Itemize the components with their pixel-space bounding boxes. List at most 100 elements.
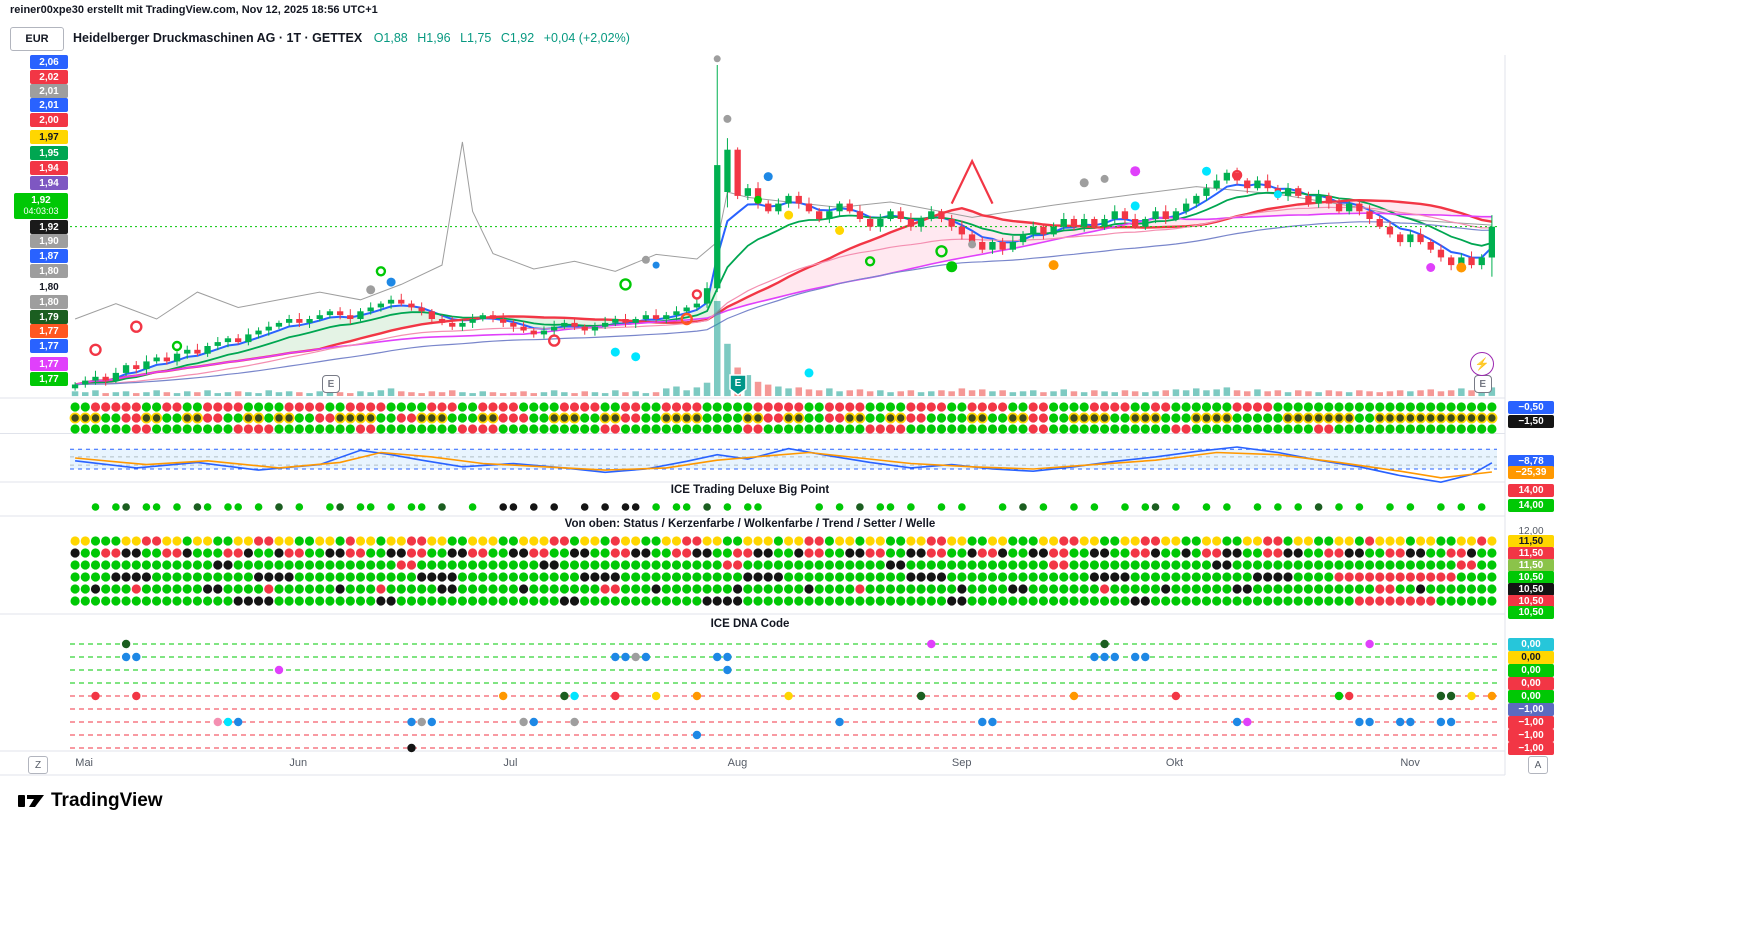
- candle[interactable]: [1315, 195, 1322, 204]
- candle[interactable]: [907, 219, 915, 227]
- candle[interactable]: [1356, 203, 1363, 212]
- candle[interactable]: [775, 203, 782, 212]
- candle[interactable]: [387, 299, 395, 304]
- candle[interactable]: [1458, 257, 1465, 266]
- candle[interactable]: [938, 211, 945, 219]
- candle[interactable]: [194, 349, 201, 354]
- candle[interactable]: [520, 326, 527, 331]
- candle[interactable]: [663, 315, 670, 319]
- candle[interactable]: [204, 346, 211, 354]
- candle[interactable]: [602, 322, 609, 327]
- candle[interactable]: [163, 357, 170, 362]
- candle[interactable]: [999, 242, 1006, 250]
- candle[interactable]: [1060, 219, 1067, 227]
- candle[interactable]: [1111, 211, 1118, 219]
- candle[interactable]: [612, 319, 619, 323]
- candle[interactable]: [540, 330, 548, 335]
- candle[interactable]: [693, 303, 700, 308]
- candle[interactable]: [326, 311, 334, 316]
- candle[interactable]: [173, 353, 181, 362]
- candle[interactable]: [887, 211, 894, 219]
- candle[interactable]: [1386, 226, 1394, 235]
- candle[interactable]: [1213, 180, 1220, 189]
- candle[interactable]: [296, 319, 303, 323]
- candle[interactable]: [469, 319, 476, 323]
- candle[interactable]: [642, 315, 649, 319]
- candle[interactable]: [1295, 188, 1302, 196]
- candle[interactable]: [316, 315, 323, 319]
- candle[interactable]: [591, 326, 599, 331]
- candle[interactable]: [683, 307, 690, 312]
- axis-settings-button[interactable]: A: [1528, 756, 1548, 774]
- candle[interactable]: [795, 195, 802, 204]
- candle[interactable]: [1203, 188, 1210, 196]
- candle[interactable]: [652, 315, 660, 319]
- timezone-button[interactable]: Z: [28, 756, 48, 774]
- candle[interactable]: [816, 211, 823, 219]
- candle[interactable]: [428, 311, 435, 319]
- candle[interactable]: [1376, 219, 1383, 227]
- candle[interactable]: [1366, 211, 1373, 219]
- candle[interactable]: [877, 219, 884, 227]
- candle[interactable]: [459, 322, 466, 327]
- candle[interactable]: [1325, 195, 1332, 204]
- candle[interactable]: [1448, 257, 1455, 266]
- symbol-title[interactable]: Heidelberger Druckmaschinen AG · 1T · GE…: [73, 31, 363, 45]
- candle[interactable]: [1183, 203, 1190, 212]
- candle[interactable]: [377, 303, 384, 308]
- candle[interactable]: [1478, 257, 1485, 266]
- candle[interactable]: [948, 219, 955, 227]
- candle[interactable]: [530, 330, 537, 335]
- candle[interactable]: [112, 372, 119, 381]
- candle[interactable]: [1397, 234, 1404, 243]
- candle[interactable]: [184, 349, 191, 354]
- candle[interactable]: [1437, 249, 1445, 258]
- candle[interactable]: [958, 226, 965, 235]
- candle[interactable]: [1264, 180, 1271, 189]
- candle[interactable]: [275, 322, 283, 327]
- candle[interactable]: [1254, 180, 1261, 189]
- candle[interactable]: [224, 338, 232, 343]
- candle[interactable]: [143, 361, 150, 370]
- candle[interactable]: [1223, 172, 1230, 181]
- candle[interactable]: [714, 165, 721, 289]
- candle[interactable]: [581, 326, 588, 331]
- candle[interactable]: [765, 203, 772, 212]
- earnings-badge[interactable]: E: [321, 375, 340, 393]
- candle[interactable]: [1233, 172, 1241, 181]
- candle[interactable]: [734, 149, 741, 196]
- candle[interactable]: [245, 334, 252, 343]
- candle[interactable]: [357, 311, 364, 319]
- candle[interactable]: [561, 322, 568, 327]
- candle[interactable]: [1172, 211, 1180, 219]
- candle[interactable]: [917, 219, 925, 227]
- earnings-badge[interactable]: E: [1473, 375, 1492, 393]
- candle[interactable]: [673, 311, 680, 316]
- candle[interactable]: [133, 365, 140, 369]
- candle[interactable]: [703, 288, 711, 304]
- candle[interactable]: [92, 376, 99, 381]
- candle[interactable]: [826, 211, 833, 219]
- candle[interactable]: [82, 380, 89, 385]
- candle[interactable]: [153, 357, 160, 362]
- candle[interactable]: [1193, 195, 1200, 204]
- candle[interactable]: [102, 376, 109, 381]
- candle[interactable]: [1244, 180, 1251, 189]
- candle[interactable]: [1009, 242, 1016, 250]
- candle[interactable]: [1305, 195, 1312, 204]
- candle[interactable]: [1427, 242, 1434, 250]
- candle[interactable]: [1468, 257, 1475, 266]
- candle[interactable]: [1132, 219, 1139, 227]
- candle[interactable]: [846, 203, 853, 212]
- candle[interactable]: [897, 211, 904, 219]
- candle[interactable]: [235, 338, 242, 343]
- candle[interactable]: [255, 330, 262, 335]
- candle[interactable]: [510, 322, 517, 327]
- currency-button[interactable]: EUR: [10, 27, 64, 51]
- candle[interactable]: [571, 322, 578, 327]
- candle[interactable]: [724, 149, 731, 192]
- candle[interactable]: [1407, 234, 1414, 243]
- candle[interactable]: [1142, 219, 1149, 227]
- candle[interactable]: [928, 211, 935, 219]
